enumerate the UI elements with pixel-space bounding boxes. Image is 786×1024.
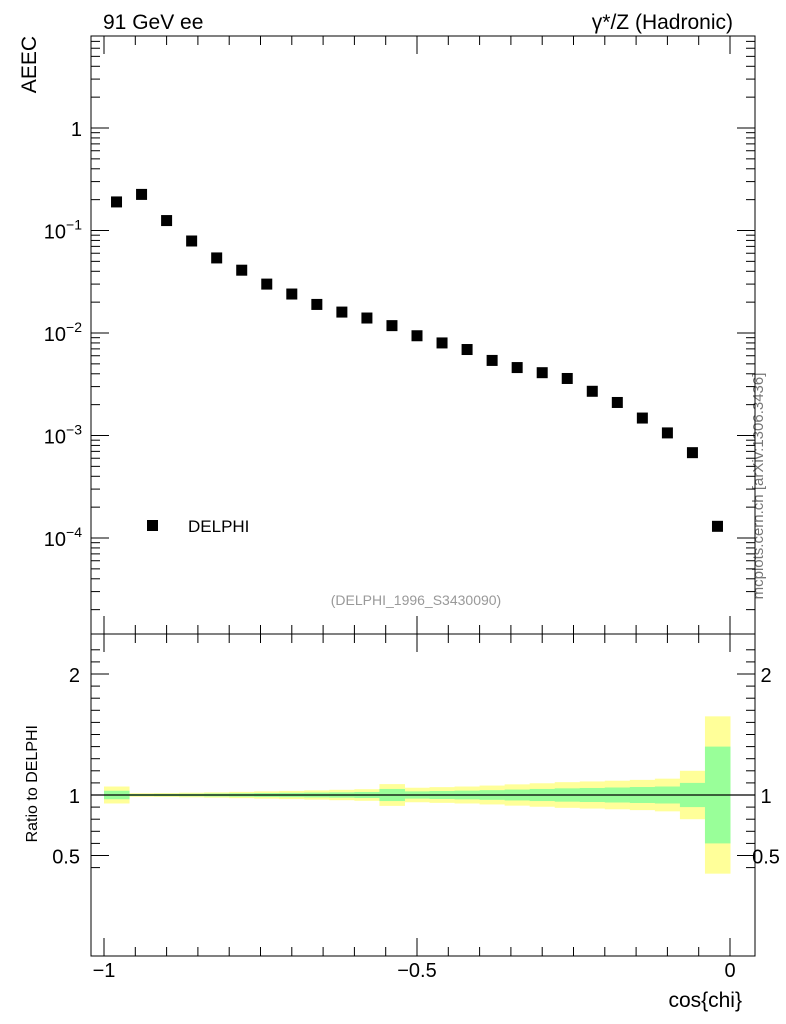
data-point	[361, 312, 373, 324]
main-frame	[90, 35, 756, 635]
data-point	[311, 298, 323, 310]
main-y-tick-label: 1	[71, 119, 82, 141]
data-point	[411, 330, 423, 342]
data-point	[111, 196, 123, 208]
side-label: mcplots.cern.ch [arXiv:1306.3436]	[750, 373, 767, 600]
legend: DELPHI	[147, 517, 249, 536]
data-point	[386, 320, 398, 332]
data-point	[161, 215, 173, 227]
data-point	[461, 344, 473, 356]
data-point	[336, 306, 348, 318]
data-point	[211, 252, 223, 264]
data-point	[236, 264, 248, 276]
ratio-y-tick-label: 1	[69, 786, 80, 808]
main-y-tick-label: 10−4	[44, 524, 82, 551]
legend-marker	[147, 520, 158, 531]
data-point	[536, 367, 548, 379]
data-point	[711, 520, 723, 532]
main-data-points	[111, 188, 723, 532]
x-tick-label: −1	[93, 960, 116, 982]
data-point	[511, 362, 523, 374]
data-point	[561, 372, 573, 384]
data-point	[486, 354, 498, 366]
ratio-y-tick-label-right: 0.5	[752, 847, 780, 869]
header-left-label: 91 GeV ee	[103, 11, 203, 34]
main-panel: 10−4 10−3 10−2 10−1 1 AEEC (DELPHI_1996_S343…	[18, 35, 756, 635]
data-point	[186, 235, 198, 247]
main-y-axis-label: AEEC	[18, 36, 41, 93]
x-tick-label: 0	[724, 960, 735, 982]
data-point	[261, 278, 273, 290]
ratio-axis-ticks: 0.5 0.5 1 1 2 2 −1 −0.5 0	[52, 634, 780, 982]
data-point	[636, 412, 648, 424]
main-axis-ticks: 10−4 10−3 10−2 10−1 1	[44, 36, 755, 634]
legend-entry-delphi: DELPHI	[188, 517, 249, 536]
data-point	[586, 385, 598, 397]
ratio-y-tick-label: 2	[69, 665, 80, 687]
ratio-y-axis-label: Ratio to DELPHI	[24, 725, 41, 842]
data-point	[686, 447, 698, 459]
main-y-tick-label: 10−3	[44, 422, 82, 449]
data-point	[611, 396, 623, 408]
header-right-label: γ*/Z (Hadronic)	[592, 11, 733, 34]
data-point	[136, 188, 148, 200]
data-point	[286, 288, 298, 300]
ratio-y-tick-label-right: 2	[760, 665, 771, 687]
x-axis-label: cos{chi}	[668, 989, 742, 1012]
x-tick-label: −0.5	[397, 960, 436, 982]
main-y-tick-label: 10−1	[44, 217, 82, 244]
main-y-tick-label: 10−2	[44, 319, 82, 346]
data-point	[661, 427, 673, 439]
ratio-panel: 0.5 0.5 1 1 2 2 −1 −0.5 0 Ratio to DELPHI cos{ch…	[24, 633, 780, 1012]
ratio-y-tick-label: 0.5	[52, 847, 80, 869]
ratio-y-tick-label-right: 1	[760, 786, 771, 808]
analysis-label: (DELPHI_1996_S3430090)	[331, 592, 501, 608]
data-point	[436, 337, 448, 349]
